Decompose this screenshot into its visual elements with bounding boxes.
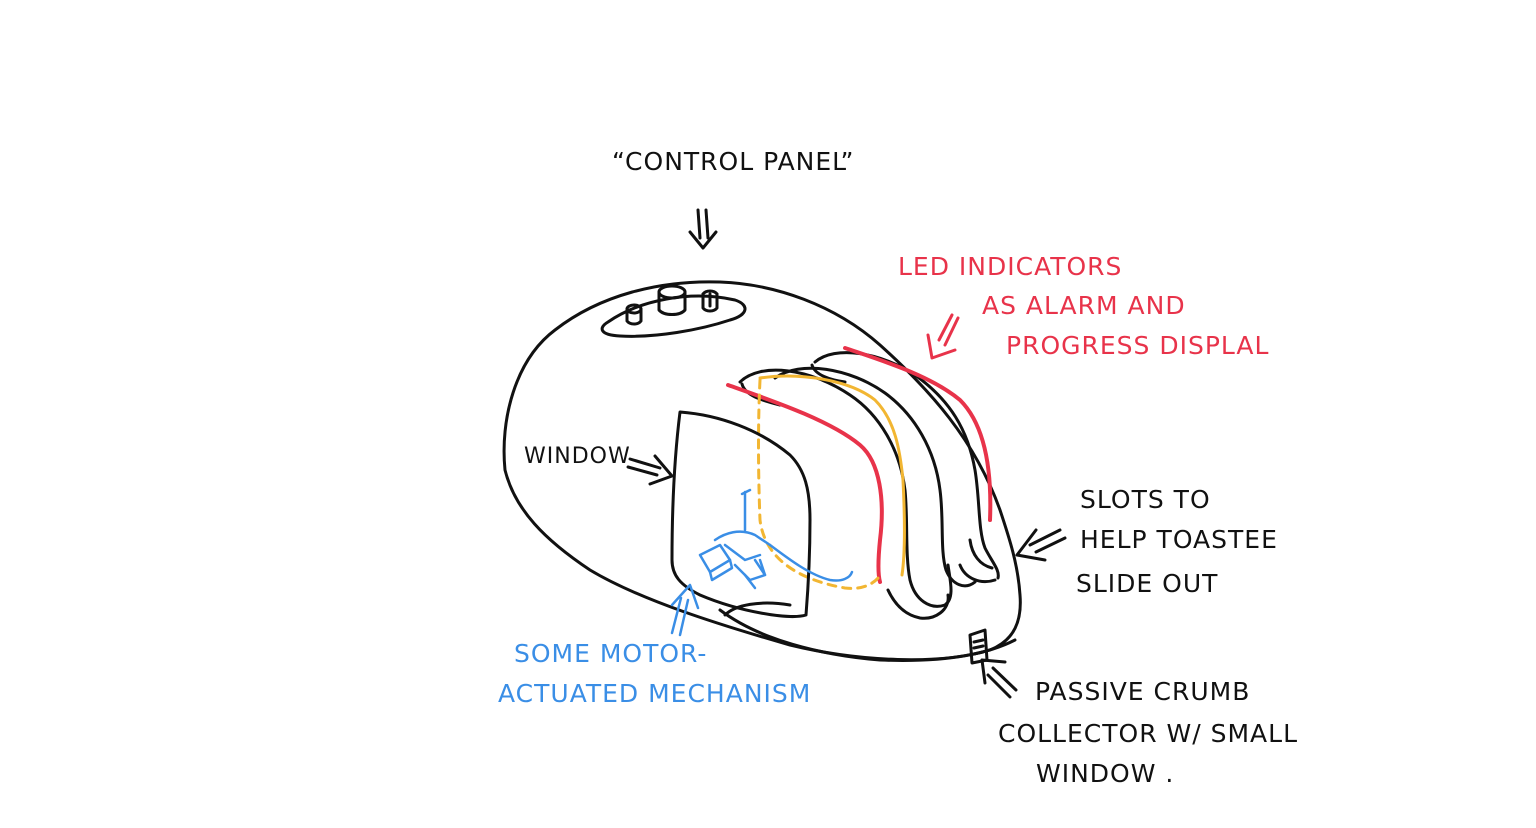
label-led-line1: LED INDICATORS [898, 252, 1122, 281]
led-indicators [726, 346, 993, 584]
control-panel-plate [600, 294, 747, 338]
crumb-collector-window [968, 628, 989, 665]
label-mechanism-line2: ACTUATED MECHANISM [498, 679, 811, 708]
motor-mechanism [698, 488, 854, 590]
knob-large [657, 284, 687, 316]
label-window: WINDOW [524, 444, 631, 469]
button-small-right [701, 289, 719, 313]
window-frame [670, 410, 812, 618]
label-crumb-line3: WINDOW . [1036, 759, 1174, 788]
led-strip-back [843, 346, 993, 522]
control-panel [600, 284, 747, 338]
slots-arrow [1015, 528, 1067, 562]
slot-2 [773, 366, 977, 588]
led-arrow [926, 313, 960, 360]
label-crumb-line1: PASSIVE CRUMB [1035, 677, 1250, 706]
label-led-line2: AS ALARM AND [982, 291, 1186, 320]
label-slots-line2: HELP TOASTEE [1080, 525, 1278, 554]
label-control-panel: “CONTROL PANEL” [612, 147, 854, 176]
label-slots-line3: SLIDE OUT [1076, 569, 1218, 598]
toast-slice-hidden [757, 378, 880, 590]
label-crumb-line2: COLLECTOR W/ SMALL [998, 719, 1298, 748]
mechanism-arrow [670, 583, 700, 637]
slot-1 [738, 368, 953, 608]
toast-slots [738, 351, 1000, 620]
toaster-body [502, 280, 1022, 662]
toaster-outline [502, 280, 1022, 662]
control-panel-arrow [688, 208, 718, 250]
label-slots-line1: SLOTS TO [1080, 485, 1211, 514]
window-arrow [626, 454, 674, 486]
knob-small-left [625, 303, 643, 326]
toast-outline [757, 374, 906, 590]
side-window [670, 410, 812, 618]
toast-slice-top [758, 374, 906, 577]
led-strip-front [726, 383, 884, 584]
label-led-line3: PROGRESS DISPLAL [1006, 331, 1269, 360]
crumb-collector-arrow [980, 658, 1018, 699]
label-mechanism-line1: SOME MOTOR- [514, 639, 707, 668]
